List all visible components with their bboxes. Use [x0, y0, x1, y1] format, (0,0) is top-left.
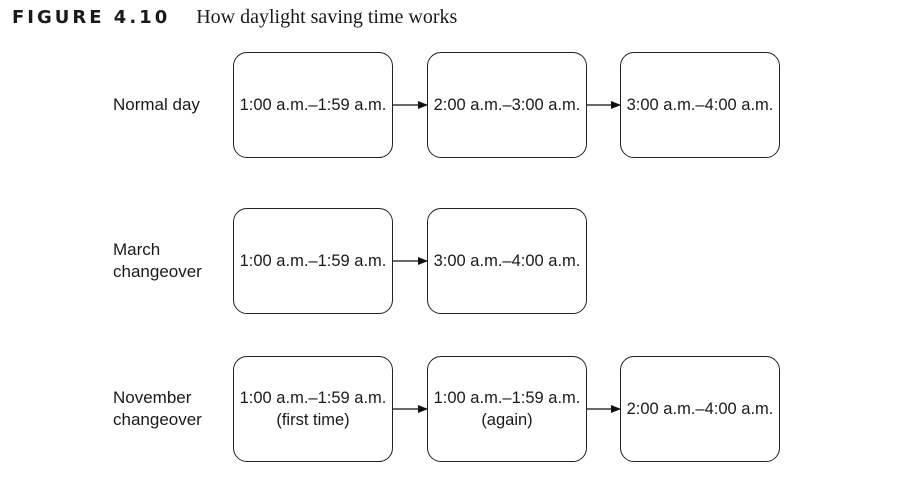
time-box: 1:00 a.m.–1:59 a.m. (again) [427, 356, 587, 462]
time-note: (again) [481, 411, 533, 429]
time-box: 2:00 a.m.–4:00 a.m. [620, 356, 780, 462]
time-range: 1:00 a.m.–1:59 a.m. [433, 389, 581, 407]
time-range: 1:00 a.m.–1:59 a.m. [239, 389, 387, 407]
time-range: 1:00 a.m.–1:59 a.m. [239, 252, 387, 270]
row-label-november-changeover: November changeover [113, 388, 202, 429]
time-range: 3:00 a.m.–4:00 a.m. [433, 252, 581, 270]
row-label-march-changeover: March changeover [113, 240, 202, 281]
time-range: 2:00 a.m.–3:00 a.m. [433, 96, 581, 114]
time-range: 3:00 a.m.–4:00 a.m. [626, 96, 774, 114]
row-label-normal-day: Normal day [113, 95, 200, 114]
figure-title: How daylight saving time works [196, 6, 458, 28]
time-box: 1:00 a.m.–1:59 a.m. [233, 52, 393, 158]
time-note: (first time) [276, 411, 350, 429]
time-range: 2:00 a.m.–4:00 a.m. [626, 400, 774, 418]
figure-label: FIGURE 4.10 [12, 7, 171, 28]
time-box: 2:00 a.m.–3:00 a.m. [427, 52, 587, 158]
time-range: 1:00 a.m.–1:59 a.m. [239, 96, 387, 114]
time-box: 1:00 a.m.–1:59 a.m. [233, 208, 393, 314]
time-box: 3:00 a.m.–4:00 a.m. [427, 208, 587, 314]
figure-caption: FIGURE 4.10 How daylight saving time wor… [12, 6, 457, 34]
time-box: 1:00 a.m.–1:59 a.m. (first time) [233, 356, 393, 462]
